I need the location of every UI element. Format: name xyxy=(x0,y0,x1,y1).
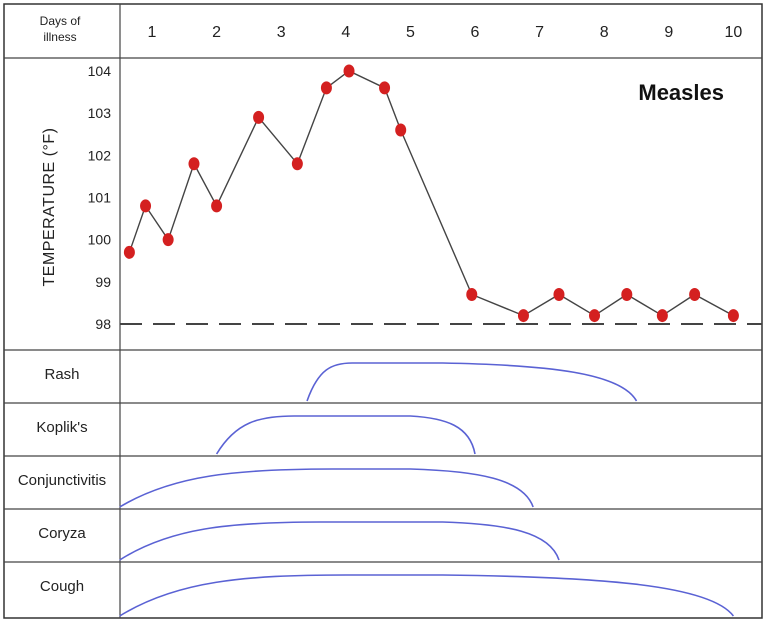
y-tick-label: 100 xyxy=(88,232,112,248)
y-tick-labels: 104 103 102 101 100 99 98 xyxy=(88,63,112,332)
symptom-label: Coryza xyxy=(38,525,86,542)
header-label-line2: illness xyxy=(43,30,76,44)
temperature-point xyxy=(188,157,200,171)
temperature-point xyxy=(689,287,701,301)
day-label: 3 xyxy=(277,24,286,41)
day-label: 9 xyxy=(664,24,673,41)
temperature-point xyxy=(656,309,668,323)
day-label: 10 xyxy=(725,24,743,41)
chart-title: Measles xyxy=(638,80,724,105)
temperature-point xyxy=(727,309,739,323)
temperature-point xyxy=(621,287,633,301)
y-tick-label: 101 xyxy=(88,190,112,206)
day-label: 1 xyxy=(148,24,157,41)
y-tick-label: 104 xyxy=(88,63,112,79)
symptom-label: Rash xyxy=(44,366,79,383)
day-label: 5 xyxy=(406,24,415,41)
temperature-point xyxy=(253,110,265,124)
temperature-point xyxy=(343,64,355,78)
temperature-point xyxy=(466,287,478,301)
symptom-label: Cough xyxy=(40,578,84,595)
y-tick-label: 98 xyxy=(95,316,111,332)
symptom-curves xyxy=(119,362,735,617)
day-label: 7 xyxy=(535,24,544,41)
day-label: 6 xyxy=(471,24,480,41)
temperature-point xyxy=(123,245,135,259)
temperature-point xyxy=(162,233,174,247)
temperature-point xyxy=(211,199,223,213)
symptom-label: Conjunctivitis xyxy=(18,472,106,489)
symptom-label: Koplik's xyxy=(36,419,87,436)
symptom-duration-curve xyxy=(119,468,534,508)
chart-grid xyxy=(3,3,763,619)
header-label-line1: Days of xyxy=(40,14,81,28)
y-axis-label: TEMPERATURE (°F) xyxy=(41,128,58,287)
temperature-point xyxy=(553,287,565,301)
y-tick-label: 102 xyxy=(88,147,112,163)
temperature-point xyxy=(291,157,303,171)
y-tick-label: 99 xyxy=(95,274,111,290)
temperature-points xyxy=(123,64,739,323)
symptom-duration-curve xyxy=(306,362,638,402)
day-label: 2 xyxy=(212,24,221,41)
temperature-line xyxy=(128,70,734,317)
temperature-point xyxy=(379,81,391,95)
day-labels: 1 2 3 4 5 6 7 8 9 10 xyxy=(148,24,743,41)
day-label: 8 xyxy=(600,24,609,41)
temperature-point xyxy=(395,123,407,137)
y-tick-label: 103 xyxy=(88,105,112,121)
symptom-labels: Rash Koplik's Conjunctivitis Coryza Cough xyxy=(18,366,106,595)
temperature-point xyxy=(320,81,332,95)
symptom-duration-curve xyxy=(215,415,476,455)
temperature-point xyxy=(140,199,152,213)
chart-border xyxy=(3,3,763,619)
day-label: 4 xyxy=(341,24,350,41)
temperature-point xyxy=(517,309,529,323)
symptom-duration-curve xyxy=(119,521,560,561)
symptom-duration-curve xyxy=(119,574,735,617)
temperature-point xyxy=(589,309,601,323)
